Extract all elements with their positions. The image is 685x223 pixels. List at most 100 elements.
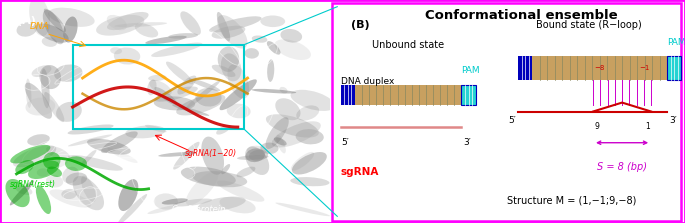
Ellipse shape [13, 145, 56, 167]
Text: (A): (A) [16, 16, 36, 26]
Bar [462, 85, 475, 105]
Bar [73, 45, 245, 129]
Ellipse shape [119, 179, 138, 211]
Ellipse shape [68, 124, 114, 134]
Ellipse shape [216, 125, 230, 135]
Ellipse shape [81, 150, 97, 166]
Ellipse shape [68, 134, 112, 146]
Text: −8: −8 [594, 65, 605, 71]
Ellipse shape [42, 37, 57, 47]
Bar [532, 56, 667, 80]
Bar [341, 85, 355, 105]
Ellipse shape [173, 198, 212, 206]
Ellipse shape [267, 59, 274, 82]
Text: (B): (B) [351, 20, 370, 30]
Ellipse shape [10, 145, 51, 163]
Ellipse shape [166, 62, 193, 84]
Ellipse shape [218, 46, 239, 72]
Text: Structure M = (1,−1;9,−8): Structure M = (1,−1;9,−8) [507, 196, 636, 206]
Text: 3′: 3′ [463, 138, 471, 147]
Ellipse shape [252, 35, 267, 43]
Text: sgRNA(1−20): sgRNA(1−20) [185, 149, 237, 158]
Ellipse shape [227, 104, 251, 118]
Ellipse shape [15, 160, 34, 174]
Ellipse shape [176, 94, 225, 116]
Ellipse shape [249, 150, 269, 161]
Ellipse shape [36, 185, 51, 214]
Ellipse shape [276, 135, 286, 153]
Ellipse shape [267, 41, 281, 55]
Ellipse shape [266, 117, 289, 149]
Ellipse shape [117, 194, 147, 223]
Ellipse shape [63, 17, 77, 43]
Ellipse shape [153, 96, 195, 110]
Ellipse shape [62, 189, 77, 199]
Ellipse shape [186, 80, 221, 109]
Ellipse shape [48, 8, 95, 27]
Text: S = 8 (bp): S = 8 (bp) [597, 162, 647, 172]
Ellipse shape [154, 87, 198, 102]
Ellipse shape [275, 202, 330, 216]
Ellipse shape [247, 146, 266, 156]
Text: 9: 9 [594, 122, 599, 131]
Ellipse shape [148, 75, 166, 81]
Ellipse shape [26, 78, 32, 108]
Text: DNA duplex: DNA duplex [341, 77, 394, 86]
Ellipse shape [291, 152, 314, 171]
Text: Unbound state: Unbound state [372, 40, 445, 50]
Ellipse shape [40, 65, 61, 89]
Ellipse shape [209, 16, 262, 32]
Ellipse shape [274, 137, 286, 146]
Ellipse shape [29, 0, 50, 36]
Ellipse shape [275, 98, 301, 120]
Ellipse shape [162, 198, 188, 204]
Bar [667, 56, 682, 80]
Bar [462, 85, 475, 105]
Ellipse shape [188, 78, 221, 91]
Ellipse shape [280, 29, 302, 43]
Ellipse shape [32, 65, 51, 77]
Ellipse shape [169, 33, 198, 39]
Text: 1: 1 [645, 122, 650, 131]
Ellipse shape [151, 43, 202, 57]
Ellipse shape [219, 197, 256, 213]
Ellipse shape [114, 22, 167, 27]
Ellipse shape [186, 171, 218, 205]
Ellipse shape [73, 176, 104, 210]
Ellipse shape [110, 47, 122, 54]
Ellipse shape [251, 89, 297, 93]
Ellipse shape [197, 197, 246, 211]
Ellipse shape [237, 155, 269, 160]
Ellipse shape [290, 177, 329, 186]
Ellipse shape [45, 92, 64, 122]
Ellipse shape [114, 47, 140, 65]
Ellipse shape [227, 64, 249, 99]
Ellipse shape [68, 155, 123, 171]
Ellipse shape [172, 105, 209, 116]
Ellipse shape [192, 171, 247, 187]
Ellipse shape [272, 121, 321, 147]
Ellipse shape [279, 87, 288, 93]
Ellipse shape [81, 176, 96, 202]
Ellipse shape [5, 179, 29, 207]
Text: 5′: 5′ [341, 138, 349, 147]
Ellipse shape [107, 12, 149, 30]
Ellipse shape [43, 152, 60, 169]
Ellipse shape [236, 167, 256, 177]
Ellipse shape [292, 152, 327, 174]
Ellipse shape [245, 148, 265, 162]
Ellipse shape [47, 167, 62, 177]
Text: Cas9 protein: Cas9 protein [172, 205, 225, 214]
Ellipse shape [65, 156, 87, 171]
Ellipse shape [55, 157, 68, 167]
Ellipse shape [260, 142, 279, 154]
Ellipse shape [245, 48, 259, 59]
Ellipse shape [173, 142, 199, 169]
Text: PAM: PAM [461, 66, 480, 75]
Ellipse shape [62, 167, 79, 183]
Text: Conformational ensemble: Conformational ensemble [425, 9, 618, 22]
Bar [519, 56, 532, 80]
Ellipse shape [101, 131, 138, 153]
Ellipse shape [154, 193, 178, 210]
Ellipse shape [54, 64, 82, 82]
